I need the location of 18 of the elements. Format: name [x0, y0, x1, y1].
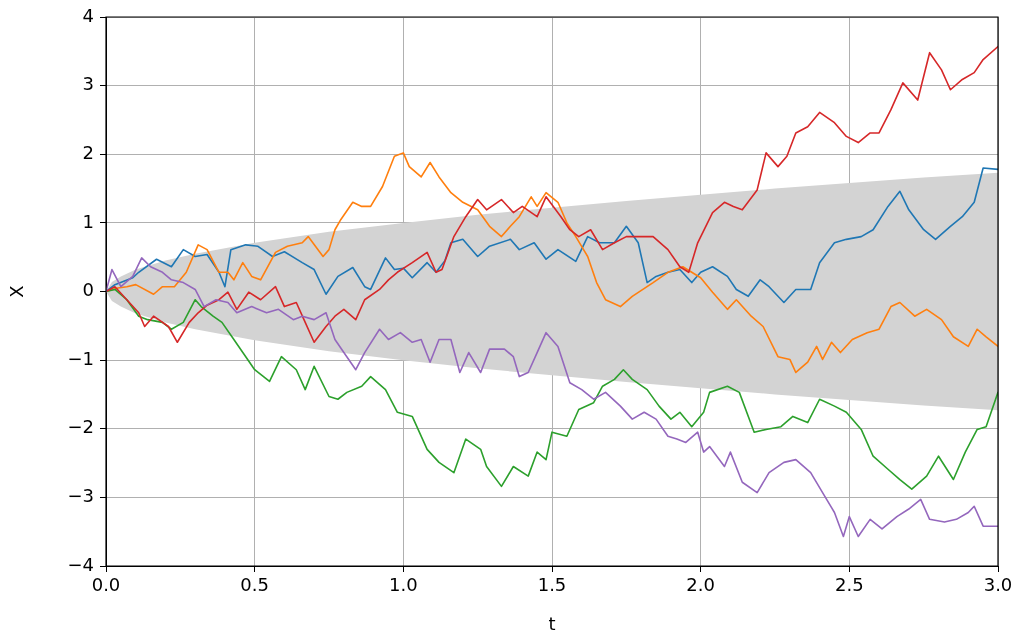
y-tick-label: 4 — [82, 4, 94, 26]
x-tick-label: 0.0 — [91, 574, 121, 596]
y-tick-label: 0 — [82, 279, 94, 301]
x-tick-label: 2.5 — [835, 574, 864, 596]
x-tick-label: 2.0 — [686, 574, 715, 596]
y-tick-label: −2 — [67, 416, 94, 438]
x-tick-label: 3.0 — [983, 574, 1013, 596]
x-tick-label: 1.0 — [389, 574, 418, 596]
x-tick-label: 0.5 — [240, 574, 269, 596]
y-tick-label: 1 — [82, 210, 94, 232]
x-tick-label: 1.5 — [537, 574, 567, 596]
y-tick-label: 2 — [82, 141, 94, 163]
y-tick-label: 3 — [82, 73, 94, 95]
y-axis-title: X — [6, 285, 28, 298]
y-tick-label: −4 — [67, 553, 94, 575]
y-tick-label: −3 — [67, 485, 94, 507]
y-tick-label: −1 — [67, 347, 94, 369]
x-axis-title: t — [548, 612, 556, 634]
